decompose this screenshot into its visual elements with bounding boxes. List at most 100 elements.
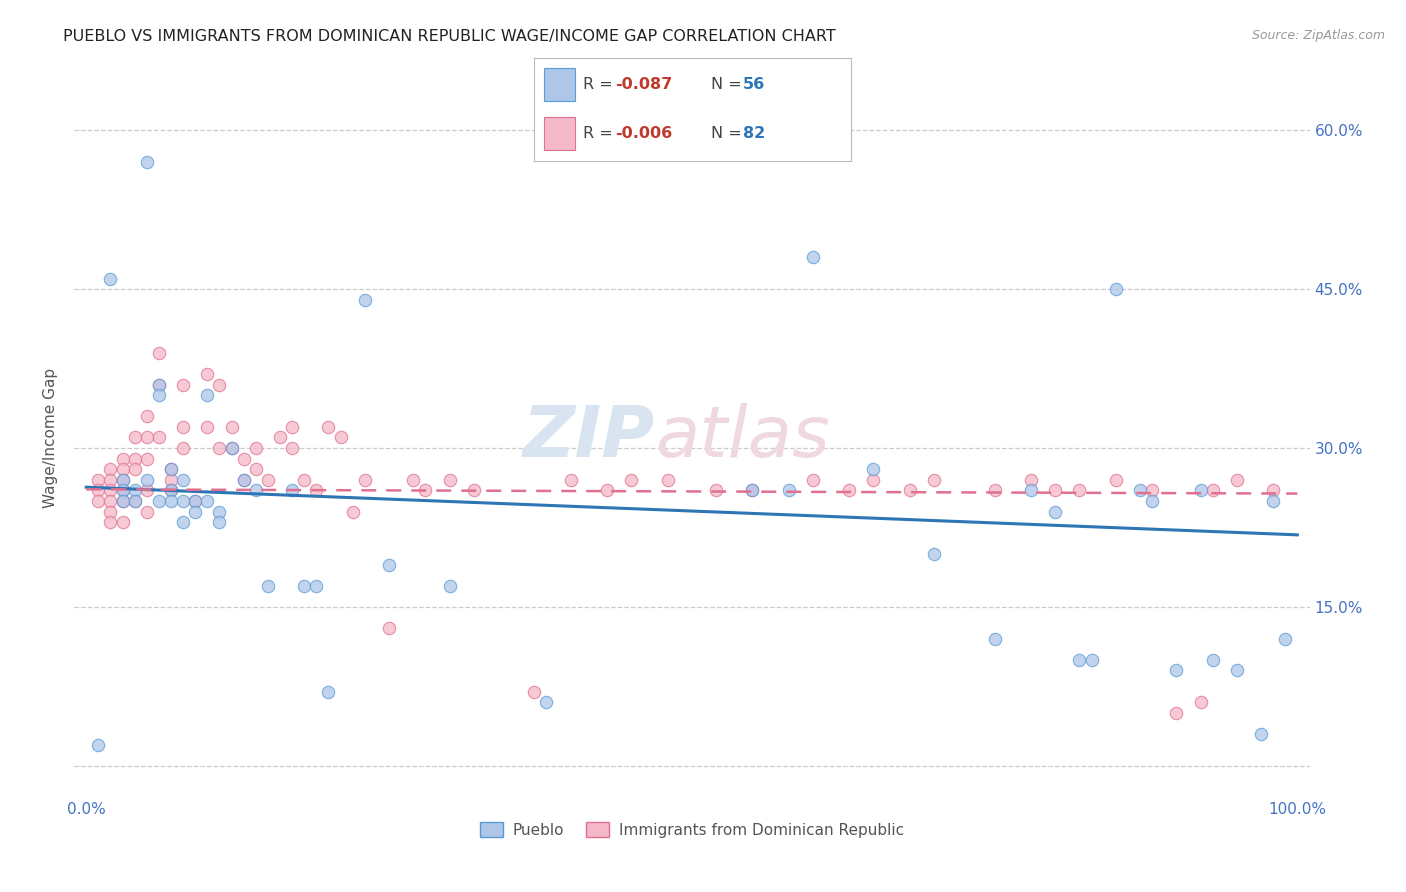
Point (862, 462, 884, 476)
Point (124, 451, 146, 466)
Point (596, 483, 619, 498)
Point (922, 473, 945, 487)
Point (329, 430, 352, 444)
Point (1250, 727, 1272, 741)
Point (1201, 653, 1223, 667)
Point (1140, 483, 1163, 498)
Text: -0.087: -0.087 (614, 77, 672, 92)
Point (1189, 483, 1212, 498)
Point (318, 684, 340, 698)
Point (111, 462, 134, 476)
Point (292, 473, 315, 487)
Point (523, 684, 546, 698)
Point (778, 483, 800, 498)
Point (1105, 282, 1128, 296)
Point (160, 462, 183, 476)
Point (148, 377, 170, 392)
Point (1189, 695, 1212, 709)
Point (221, 441, 243, 455)
Point (983, 483, 1005, 498)
Point (281, 441, 304, 455)
Point (160, 462, 183, 476)
Point (148, 388, 170, 402)
Point (378, 621, 401, 635)
Point (415, 483, 437, 498)
Point (305, 483, 328, 498)
Point (100, 494, 122, 508)
Point (124, 430, 146, 444)
Point (838, 483, 860, 498)
Text: atlas: atlas (655, 403, 830, 472)
Point (100, 473, 122, 487)
Point (111, 515, 134, 529)
Point (208, 515, 231, 529)
Point (172, 473, 194, 487)
Bar (544, 69, 575, 101)
Point (245, 483, 267, 498)
Point (1019, 483, 1042, 498)
Point (195, 388, 218, 402)
Point (378, 558, 401, 572)
Text: 82: 82 (744, 127, 765, 142)
Point (245, 462, 267, 476)
Point (135, 504, 157, 518)
Point (184, 504, 207, 518)
Point (111, 483, 134, 498)
Point (221, 441, 243, 455)
Point (111, 494, 134, 508)
Point (741, 483, 763, 498)
Point (1166, 664, 1188, 678)
Point (342, 504, 364, 518)
Point (111, 494, 134, 508)
Point (292, 579, 315, 593)
Text: R =: R = (583, 77, 619, 92)
Point (232, 473, 254, 487)
Point (124, 494, 146, 508)
Point (148, 345, 170, 359)
Point (657, 473, 679, 487)
Point (135, 483, 157, 498)
Point (111, 473, 134, 487)
Point (1263, 483, 1285, 498)
Point (439, 579, 461, 593)
Point (87, 473, 110, 487)
Point (208, 377, 231, 392)
Point (1201, 483, 1223, 498)
Point (439, 473, 461, 487)
Point (111, 473, 134, 487)
Point (257, 473, 280, 487)
Point (1263, 494, 1285, 508)
Point (100, 271, 122, 285)
Point (172, 420, 194, 434)
Text: R =: R = (583, 127, 619, 142)
Point (463, 483, 485, 498)
Point (172, 494, 194, 508)
Point (160, 483, 183, 498)
Point (1080, 653, 1102, 667)
Point (1069, 483, 1091, 498)
Point (208, 504, 231, 518)
Text: N =: N = (711, 127, 748, 142)
Legend: Pueblo, Immigrants from Dominican Republic: Pueblo, Immigrants from Dominican Republ… (474, 815, 910, 844)
Y-axis label: Wage/Income Gap: Wage/Income Gap (44, 368, 58, 508)
Point (100, 483, 122, 498)
Point (172, 377, 194, 392)
Point (402, 473, 425, 487)
Point (704, 483, 727, 498)
Text: N =: N = (711, 77, 748, 92)
Point (160, 483, 183, 498)
Point (1043, 483, 1066, 498)
Point (1274, 632, 1296, 646)
Point (305, 579, 328, 593)
Bar (544, 118, 575, 150)
Point (922, 547, 945, 561)
Point (148, 377, 170, 392)
Point (111, 483, 134, 498)
Point (1043, 504, 1066, 518)
Point (160, 473, 183, 487)
Point (353, 473, 375, 487)
Text: -0.006: -0.006 (614, 127, 672, 142)
Point (1226, 473, 1249, 487)
Point (135, 430, 157, 444)
Point (221, 420, 243, 434)
